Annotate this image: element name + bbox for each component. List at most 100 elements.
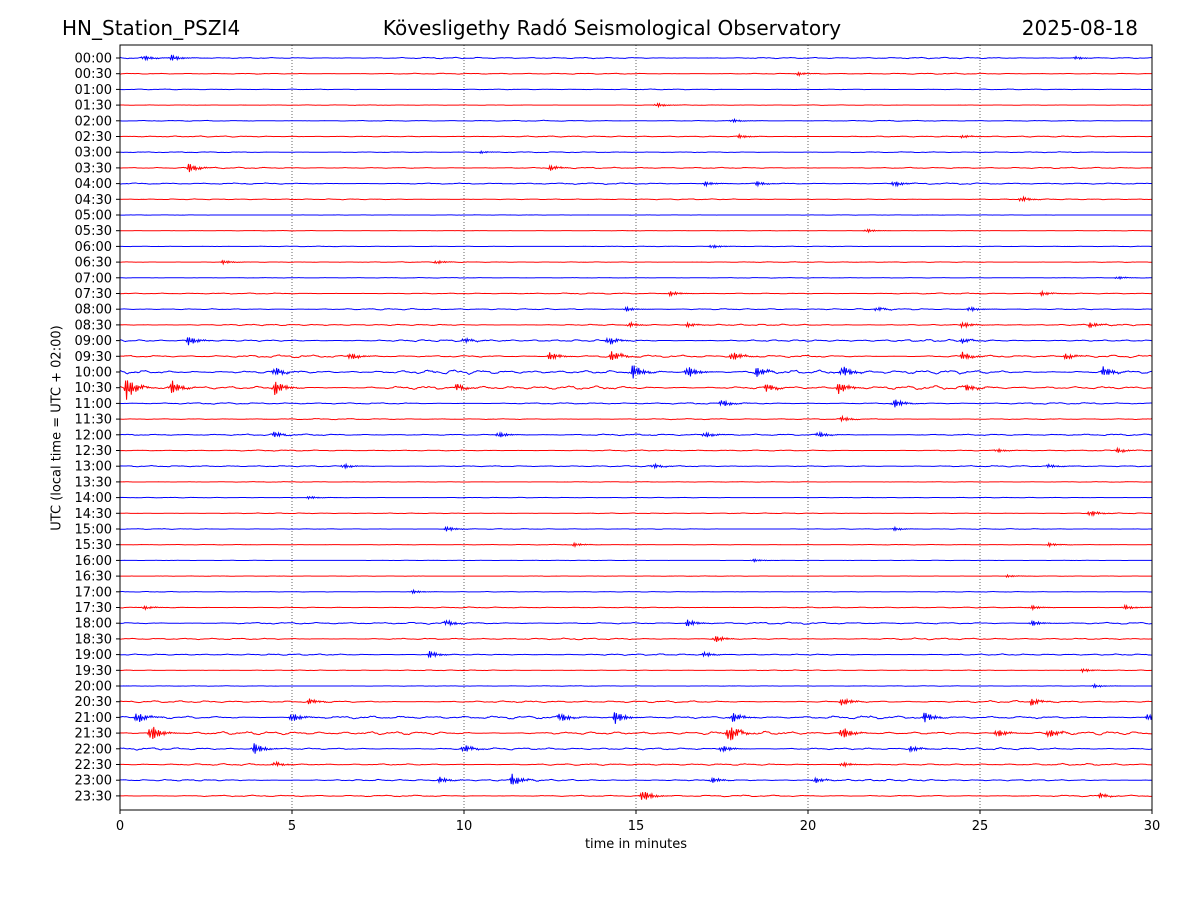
y-tick-label: 01:30 (75, 99, 112, 114)
y-tick-label: 00:30 (75, 67, 112, 82)
trace-2100 (119, 712, 1153, 724)
x-axis-label: time in minutes (584, 837, 688, 852)
trace-1930 (120, 668, 1153, 674)
y-tick-label: 11:30 (75, 413, 112, 428)
y-tick-label: 16:30 (75, 570, 112, 585)
y-tick-label: 02:30 (75, 130, 112, 145)
trace-2030 (119, 697, 1153, 706)
trace-2200 (119, 743, 1153, 754)
trace-0200 (119, 117, 1153, 124)
trace-0130 (119, 102, 1153, 109)
trace-1400 (119, 495, 1152, 501)
trace-1900 (119, 650, 1153, 659)
trace-1600 (119, 558, 1152, 563)
y-tick-label: 14:30 (75, 507, 112, 522)
trace-1030 (119, 380, 1153, 400)
y-tick-label: 12:30 (75, 444, 112, 459)
trace-1000 (119, 365, 1153, 379)
trace-0400 (119, 181, 1153, 188)
y-tick-label: 19:00 (75, 648, 112, 663)
y-tick-label: 09:30 (75, 350, 112, 365)
y-tick-label: 15:30 (75, 538, 112, 553)
trace-2230 (119, 760, 1153, 768)
y-tick-label: 00:00 (75, 52, 112, 67)
x-tick-label: 15 (628, 819, 645, 834)
x-tick-label: 0 (116, 819, 124, 834)
y-tick-label: 15:00 (75, 523, 112, 538)
trace-1500 (119, 525, 1153, 532)
trace-0430 (120, 195, 1153, 203)
x-tick-label: 25 (972, 819, 989, 834)
y-tick-label: 05:00 (75, 209, 112, 224)
x-tick-label: 10 (456, 819, 473, 834)
trace-0800 (119, 305, 1153, 313)
y-tick-label: 07:00 (75, 271, 112, 286)
y-tick-label: 22:30 (75, 758, 112, 773)
trace-0630 (119, 259, 1153, 266)
trace-1630 (120, 573, 1153, 578)
y-tick-label: 02:00 (75, 114, 112, 129)
trace-1200 (119, 430, 1153, 438)
trace-1100 (119, 399, 1153, 408)
y-tick-label: 05:30 (75, 224, 112, 239)
trace-0700 (119, 275, 1153, 281)
y-tick-label: 14:00 (75, 491, 112, 506)
y-tick-label: 08:30 (75, 318, 112, 333)
y-tick-label: 18:30 (75, 632, 112, 647)
y-tick-label: 12:00 (75, 428, 112, 443)
trace-0600 (119, 244, 1153, 249)
y-tick-label: 21:00 (75, 711, 112, 726)
y-tick-label: 17:30 (75, 601, 112, 616)
y-axis-label: UTC (local time = UTC + 02:00) (49, 325, 65, 531)
trace-1700 (119, 588, 1153, 595)
trace-2000 (119, 682, 1153, 689)
trace-0730 (119, 289, 1153, 298)
trace-1130 (119, 414, 1153, 423)
y-tick-label: 19:30 (75, 664, 112, 679)
y-axis-ticks: 00:0000:3001:0001:3002:0002:3003:0003:30… (75, 52, 120, 804)
trace-1430 (119, 510, 1152, 517)
y-tick-label: 03:00 (75, 146, 112, 161)
y-tick-label: 18:00 (75, 617, 112, 632)
trace-0100 (119, 88, 1153, 91)
y-tick-label: 01:00 (75, 83, 112, 98)
trace-0900 (119, 336, 1153, 346)
x-tick-label: 20 (800, 819, 817, 834)
trace-1230 (120, 446, 1153, 454)
trace-0000 (119, 54, 1153, 62)
x-axis-ticks: 0 5 10 15 20 25 30 (116, 810, 1160, 834)
y-tick-label: 07:30 (75, 287, 112, 302)
record-date: 2025-08-18 (1021, 16, 1138, 40)
y-tick-label: 17:00 (75, 585, 112, 600)
trace-0030 (119, 71, 1153, 77)
trace-0530 (119, 228, 1153, 234)
y-tick-label: 03:30 (75, 161, 112, 176)
y-tick-label: 04:00 (75, 177, 112, 192)
y-tick-label: 08:00 (75, 303, 112, 318)
trace-2300 (119, 773, 1153, 785)
y-tick-label: 23:30 (75, 789, 112, 804)
trace-0930 (119, 351, 1153, 361)
trace-1330 (119, 481, 1153, 483)
y-tick-label: 06:00 (75, 240, 112, 255)
trace-1530 (119, 541, 1153, 549)
x-tick-label: 30 (1144, 819, 1161, 834)
y-tick-label: 13:00 (75, 460, 112, 475)
trace-0830 (119, 320, 1153, 329)
trace-2330 (119, 791, 1153, 800)
seismogram-traces (119, 54, 1153, 800)
y-tick-label: 10:00 (75, 366, 112, 381)
trace-0300 (119, 149, 1153, 155)
vertical-grid (291, 45, 981, 810)
trace-0330 (119, 163, 1153, 173)
trace-1830 (119, 635, 1153, 642)
y-tick-label: 20:30 (75, 695, 112, 710)
y-tick-label: 16:00 (75, 554, 112, 569)
trace-1800 (119, 619, 1153, 627)
y-tick-label: 10:30 (75, 381, 112, 396)
y-tick-label: 06:30 (75, 256, 112, 271)
observatory-title: Kövesligethy Radó Seismological Observat… (382, 16, 842, 40)
y-tick-label: 21:30 (75, 727, 112, 742)
y-tick-label: 22:00 (75, 742, 112, 757)
